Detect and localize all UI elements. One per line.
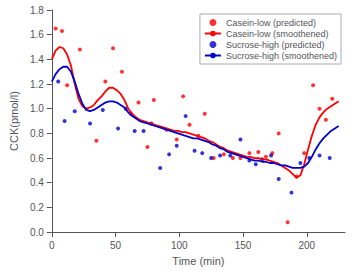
- svg-text:0.8: 0.8: [30, 128, 44, 139]
- svg-text:150: 150: [235, 240, 252, 251]
- svg-text:1.6: 1.6: [30, 29, 44, 40]
- svg-text:0.0: 0.0: [30, 227, 44, 238]
- svg-text:CCK(pmol/l): CCK(pmol/l): [8, 91, 20, 151]
- svg-text:Sucrose-high (smoothened): Sucrose-high (smoothened): [226, 51, 337, 61]
- svg-text:0.4: 0.4: [30, 177, 44, 188]
- svg-text:1.0: 1.0: [30, 103, 44, 114]
- svg-text:1.4: 1.4: [30, 54, 44, 65]
- svg-text:1.2: 1.2: [30, 79, 44, 90]
- svg-text:Sucrose-high (predicted): Sucrose-high (predicted): [226, 40, 325, 50]
- svg-text:0.2: 0.2: [30, 202, 44, 213]
- svg-text:Casein-low (predicted): Casein-low (predicted): [226, 18, 316, 28]
- svg-text:100: 100: [171, 240, 188, 251]
- svg-text:50: 50: [110, 240, 122, 251]
- svg-text:Time (min): Time (min): [172, 255, 224, 267]
- svg-text:0: 0: [49, 240, 55, 251]
- svg-text:0.6: 0.6: [30, 153, 44, 164]
- svg-text:200: 200: [298, 240, 315, 251]
- svg-text:1.8: 1.8: [30, 5, 44, 16]
- svg-text:Casein-low (smoothened): Casein-low (smoothened): [226, 29, 329, 39]
